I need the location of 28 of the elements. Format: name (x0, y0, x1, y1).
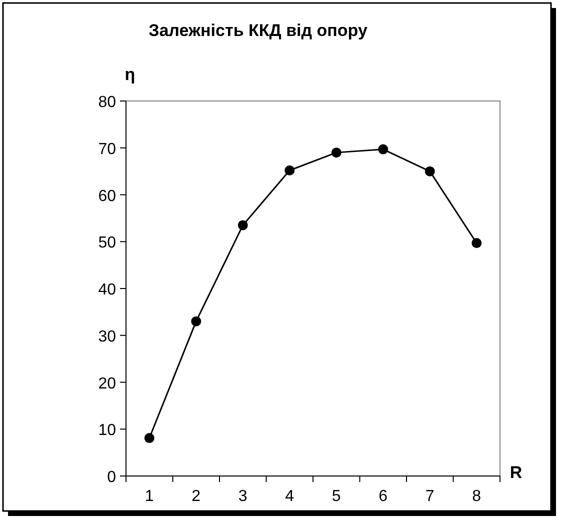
y-tick-label: 60 (98, 188, 116, 205)
x-tick-label: 2 (192, 488, 201, 505)
point (424, 166, 435, 176)
point (472, 238, 482, 248)
x-tick-label: 5 (332, 488, 341, 505)
y-axis-title: η (124, 65, 136, 84)
y-tick-label: 10 (98, 422, 116, 440)
x-tick-label: 8 (472, 488, 482, 505)
y-tick-label: 20 (98, 375, 116, 392)
x-tick-label: 7 (425, 488, 434, 505)
point (284, 165, 295, 176)
x-tick-label: 1 (144, 488, 154, 505)
y-tick-label: 80 (98, 94, 116, 111)
chart-title: Залежність ККД від опору (148, 21, 368, 40)
y-tick-label: 70 (98, 140, 116, 158)
y-tick-label: 30 (98, 328, 116, 346)
x-axis-title: R (510, 463, 522, 482)
x-tick-label: 3 (238, 488, 248, 505)
x-tick-label: 4 (285, 488, 294, 505)
x-tick-label: 6 (378, 488, 388, 505)
point (331, 148, 342, 158)
y-tick-label: 40 (98, 282, 116, 298)
point (191, 316, 202, 326)
point (238, 220, 248, 230)
y-tick-label: 0 (107, 469, 116, 486)
point (144, 433, 154, 444)
point (378, 144, 388, 154)
y-tick-label: 50 (98, 234, 116, 252)
